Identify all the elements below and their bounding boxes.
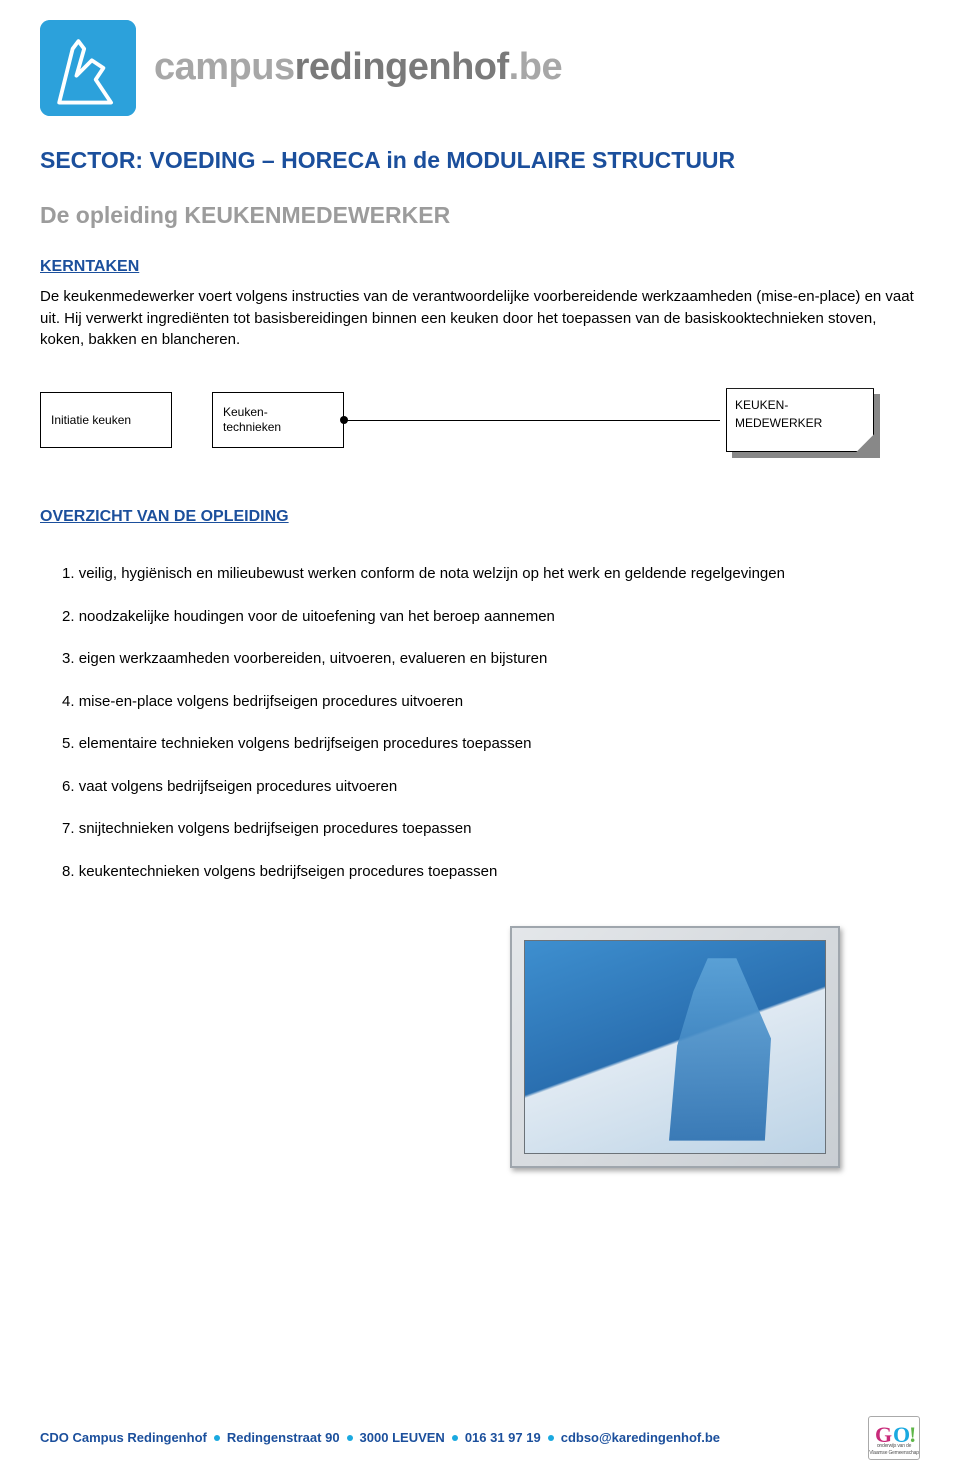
list-item: mise-en-place volgens bedrijfseigen proc… <box>60 688 920 717</box>
overview-heading: OVERZICHT VAN DE OPLEIDING <box>40 505 920 528</box>
go-logo-icon: GO! onderwijs van de Vlaamse Gemeenschap <box>868 1416 920 1460</box>
brand-wordmark: campusredingenhof.be <box>154 40 562 95</box>
footer-phone: 016 31 97 19 <box>465 1429 541 1448</box>
module-flow-diagram: Initiatie keuken Keuken- technieken KEUK… <box>40 381 920 459</box>
overview-list: veilig, hygiënisch en milieubewust werke… <box>40 560 920 886</box>
kitchen-photo <box>524 940 826 1154</box>
flow-connector-2 <box>345 420 720 421</box>
intro-paragraph: De keukenmedewerker voert volgens instru… <box>40 286 920 351</box>
list-item: eigen werkzaamheden voorbereiden, uitvoe… <box>60 645 920 674</box>
brand-part-3: .be <box>509 46 562 88</box>
bullet-icon <box>214 1435 220 1441</box>
brand-part-1: campus <box>154 46 295 88</box>
bullet-icon <box>452 1435 458 1441</box>
bullet-icon <box>548 1435 554 1441</box>
page: campusredingenhof.be SECTOR: VOEDING – H… <box>0 0 960 1474</box>
flow-certificate: KEUKEN- MEDEWERKER <box>726 388 874 452</box>
course-subtitle: De opleiding KEUKENMEDEWERKER <box>40 199 920 232</box>
footer-org: CDO Campus Redingenhof <box>40 1429 207 1448</box>
footer-street: Redingenstraat 90 <box>227 1429 340 1448</box>
photo-container <box>40 926 920 1168</box>
bullet-icon <box>347 1435 353 1441</box>
sector-title: SECTOR: VOEDING – HORECA in de MODULAIRE… <box>40 144 920 177</box>
flow-box-initiatie: Initiatie keuken <box>40 392 172 448</box>
flow-box-technieken: Keuken- technieken <box>212 392 344 448</box>
list-item: elementaire technieken volgens bedrijfse… <box>60 730 920 759</box>
page-footer: CDO Campus Redingenhof Redingenstraat 90… <box>40 1416 920 1460</box>
certificate-label: KEUKEN- MEDEWERKER <box>726 388 874 452</box>
footer-email: cdbso@karedingenhof.be <box>561 1429 720 1448</box>
photo-frame <box>510 926 840 1168</box>
list-item: keukentechnieken volgens bedrijfseigen p… <box>60 858 920 887</box>
logo-icon <box>40 20 136 116</box>
list-item: veilig, hygiënisch en milieubewust werke… <box>60 560 920 589</box>
footer-city: 3000 LEUVEN <box>360 1429 445 1448</box>
kerntaken-heading: KERNTAKEN <box>40 255 920 278</box>
list-item: noodzakelijke houdingen voor de uitoefen… <box>60 603 920 632</box>
list-item: snijtechnieken volgens bedrijfseigen pro… <box>60 815 920 844</box>
brand-part-2: redingenhof <box>295 46 509 88</box>
list-item: vaat volgens bedrijfseigen procedures ui… <box>60 773 920 802</box>
go-logo-subtitle: onderwijs van de Vlaamse Gemeenschap <box>869 1443 919 1458</box>
footer-contact: CDO Campus Redingenhof Redingenstraat 90… <box>40 1429 720 1448</box>
site-header: campusredingenhof.be <box>40 20 920 116</box>
